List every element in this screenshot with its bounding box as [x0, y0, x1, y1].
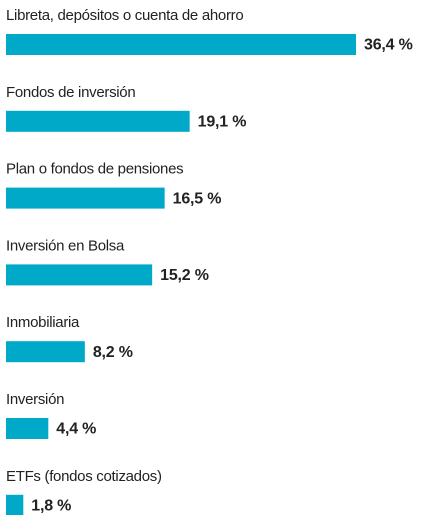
category-label: Inversión en Bolsa	[6, 237, 125, 254]
bar	[6, 494, 24, 515]
value-label: 36,4 %	[364, 37, 413, 54]
category-label: Inversión	[6, 391, 64, 408]
value-label: 4,4 %	[56, 421, 96, 438]
value-label: 16,5 %	[173, 190, 222, 207]
category-label: ETFs (fondos cotizados)	[6, 468, 162, 485]
value-label: 15,2 %	[160, 267, 209, 284]
bar	[6, 34, 356, 55]
bar	[6, 341, 85, 363]
category-label: Libreta, depósitos o cuenta de ahorro	[6, 7, 243, 24]
value-label: 8,2 %	[93, 344, 133, 361]
category-label: Plan o fondos de pensiones	[6, 161, 183, 178]
value-label: 1,8 %	[31, 498, 71, 515]
bar	[6, 110, 190, 132]
bar	[6, 187, 165, 209]
category-label: Fondos de inversión	[6, 84, 135, 101]
category-label: Inmobiliaria	[6, 314, 80, 331]
bar	[6, 418, 49, 439]
bar	[6, 264, 153, 286]
value-label: 19,1 %	[198, 114, 247, 131]
